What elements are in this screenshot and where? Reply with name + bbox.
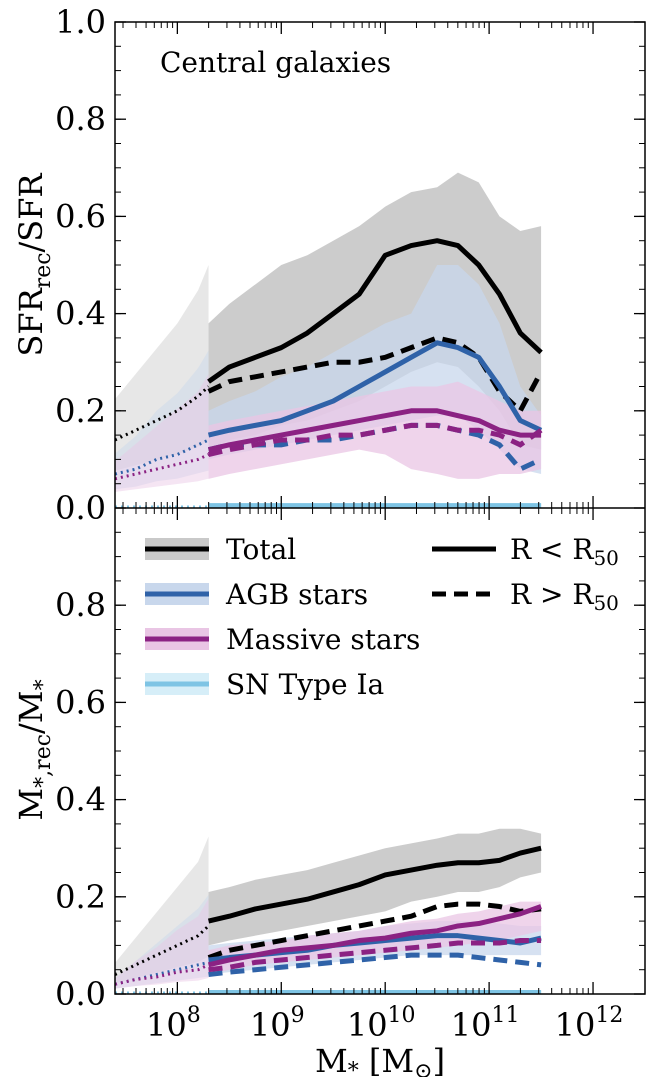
ytick-label: 0.4 xyxy=(55,295,106,333)
band-total xyxy=(208,828,542,946)
line-extrap-total xyxy=(115,924,210,976)
extrap-band-massive-stars xyxy=(115,898,209,989)
legend-label: SN Type Ia xyxy=(226,668,384,701)
line-outer-massive-stars xyxy=(208,938,542,973)
xtick-label: 108 xyxy=(146,1003,201,1044)
y-axis-label-bottom: M*,rec/M* xyxy=(12,679,56,820)
xtick-label: 109 xyxy=(250,1003,305,1044)
ytick-label: 0.8 xyxy=(55,586,106,624)
ytick-label: 0.6 xyxy=(55,197,106,235)
bottom-panel: 0.0 0.2 0.4 0.6 0.8 xyxy=(55,507,645,1013)
extrap-band-total xyxy=(115,265,209,471)
ytick-label: 0.0 xyxy=(55,489,106,527)
line-extrap-total xyxy=(115,385,210,442)
top-panel: 0.0 0.2 0.4 0.6 0.8 1.0 xyxy=(55,3,645,527)
legend-label: R > R50 xyxy=(510,578,619,615)
line-inner-massive-stars xyxy=(207,408,542,453)
ytick-label: 1.0 xyxy=(55,3,106,41)
ytick-label: 0.8 xyxy=(55,100,106,138)
legend-label: Total xyxy=(226,533,296,566)
x-axis-label: M* [M⊙] xyxy=(315,1042,445,1077)
line-inner-total xyxy=(207,238,543,384)
line-inner-massive-stars xyxy=(207,904,542,968)
xtick-label: 1012 xyxy=(555,1003,624,1044)
line-outer-massive-stars xyxy=(207,422,543,457)
line-inner-total xyxy=(207,845,542,924)
extrap-band-agb-stars xyxy=(115,350,209,490)
legend: Total AGB stars Massive stars SN Type Ia R <… xyxy=(145,533,619,701)
xtick-label: 1010 xyxy=(347,1003,416,1044)
legend-label: R < R50 xyxy=(510,533,619,570)
line-outer-total xyxy=(207,901,542,960)
legend-label: Massive stars xyxy=(226,623,420,656)
ytick-label: 0.2 xyxy=(55,878,106,916)
extrap-band-total xyxy=(115,836,209,984)
panel-annotation: Central galaxies xyxy=(160,46,391,79)
axes-frames xyxy=(114,21,646,995)
y-axis-label-top: SFRrec/SFR xyxy=(12,173,56,357)
ytick-label: 0.0 xyxy=(55,975,106,1013)
xtick-label: 1011 xyxy=(451,1003,520,1044)
ytick-label: 0.2 xyxy=(55,392,106,430)
ytick-label: 0.4 xyxy=(55,781,106,819)
line-inner-agb-stars xyxy=(207,340,543,438)
legend-label: AGB stars xyxy=(225,578,368,611)
line-extrap-agb-stars xyxy=(115,438,210,476)
line-outer-agb-stars xyxy=(208,952,542,978)
band-massive-stars xyxy=(208,381,542,479)
ytick-label: 0.6 xyxy=(55,683,106,721)
